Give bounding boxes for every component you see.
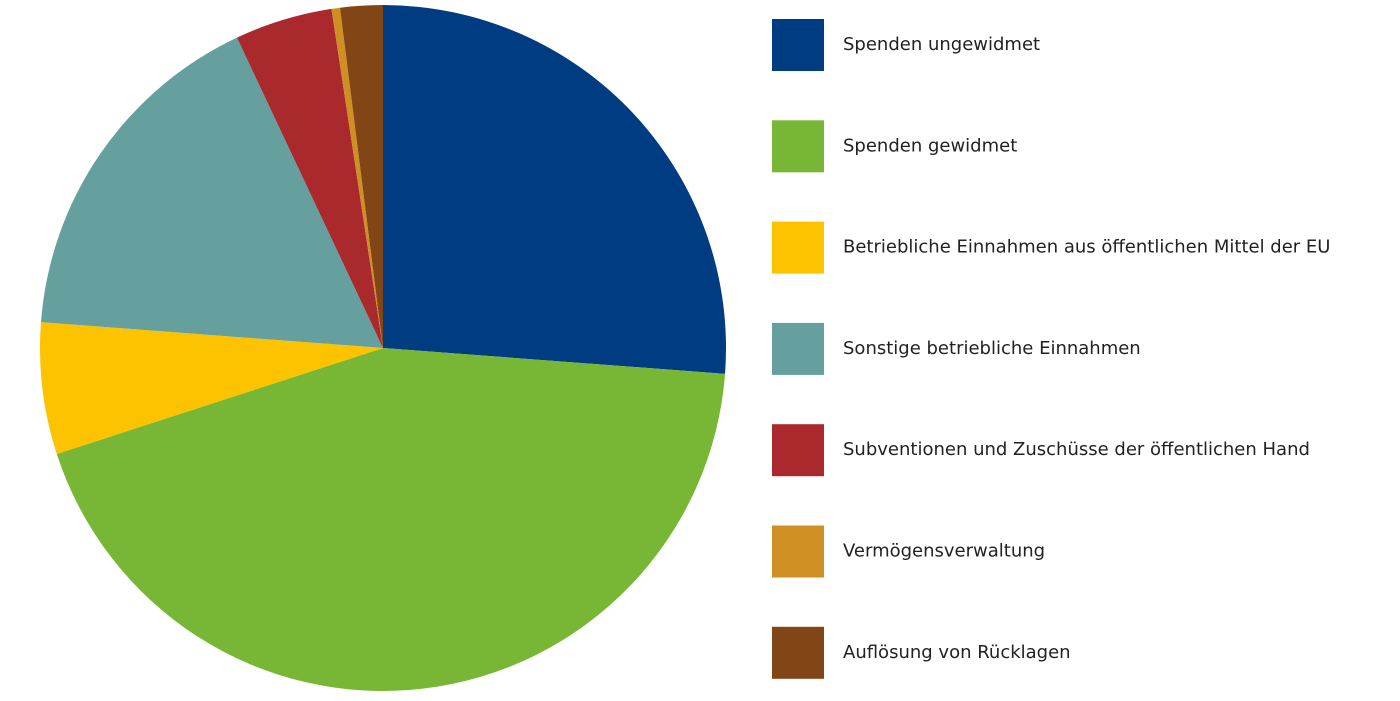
legend-swatch [772,424,824,477]
legend-swatch [772,626,824,679]
legend-swatch [772,322,824,375]
legend-swatch [772,221,824,274]
pie-slice [383,5,726,374]
legend-label: Spenden gewidmet [843,135,1017,156]
legend-label: Vermögensverwaltung [843,541,1045,562]
legend-label: Subventionen und Zuschüsse der öffentlic… [843,439,1310,460]
pie-slice [56,348,726,692]
pie-slice [236,8,383,348]
legend-swatch [772,525,824,578]
pie-slice [40,322,384,454]
legend-label: Spenden ungewidmet [843,34,1040,55]
pie-slice [40,37,384,349]
pie-slice [340,5,383,348]
legend-label: Betriebliche Einnahmen aus öffentlichen … [843,237,1330,258]
pie-slice [331,7,383,349]
legend-label: Auflösung von Rücklagen [843,642,1071,663]
legend-swatch [772,19,824,71]
legend-swatch [772,120,824,173]
legend-label: Sonstige betriebliche Einnahmen [843,338,1141,359]
